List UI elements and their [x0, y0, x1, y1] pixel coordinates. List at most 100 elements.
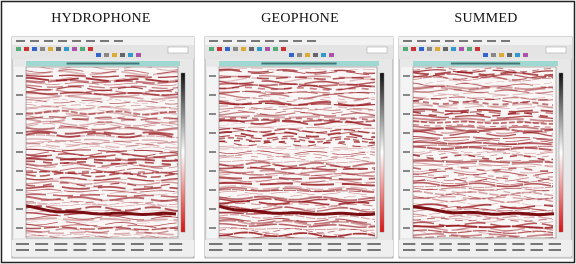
tool-icon [499, 53, 504, 57]
axis-tick-text [16, 151, 23, 153]
tool-icon [40, 47, 45, 51]
tool-icon [475, 47, 480, 51]
menu-item [445, 40, 454, 42]
status-text [73, 243, 86, 245]
tool-icon [241, 47, 246, 51]
status-text [150, 243, 163, 245]
menu-item [100, 40, 109, 42]
status-text [35, 243, 48, 245]
tool-box [367, 47, 387, 53]
status-text [476, 249, 488, 251]
status-text [458, 249, 470, 251]
tool-icon [128, 53, 133, 57]
status-text [308, 249, 321, 251]
tool-icon [72, 47, 77, 51]
figure: HYDROPHONE GEOPHONE SUMMED [0, 0, 576, 264]
tool-icon [427, 47, 432, 51]
axis-tick-text [16, 189, 23, 191]
tool-icon [483, 53, 488, 57]
status-text [169, 243, 182, 245]
status-text [209, 243, 222, 245]
menu-item [501, 40, 510, 42]
axis-tick-text [403, 170, 410, 172]
tool-box [546, 47, 566, 53]
tool-icon [96, 53, 101, 57]
software-window [12, 37, 194, 258]
panel-title: GEOPHONE [261, 11, 339, 26]
tool-icon [451, 47, 456, 51]
status-text [54, 249, 67, 251]
status-text [348, 243, 361, 245]
tool-icon [104, 53, 109, 57]
status-text [54, 243, 67, 245]
tool-icon [88, 47, 93, 51]
status-text [288, 249, 301, 251]
status-bar [205, 240, 393, 256]
axis-tick-text [209, 189, 216, 191]
tool-icon [507, 53, 512, 57]
menu-item [86, 40, 95, 42]
tool-icon [80, 47, 85, 51]
tool-icon [297, 53, 302, 57]
status-text [35, 249, 48, 251]
menu-item [265, 40, 274, 42]
tool-icon [403, 47, 408, 51]
axis-tick-text [403, 208, 410, 210]
status-text [348, 249, 361, 251]
status-text [549, 243, 561, 245]
status-bar [12, 240, 194, 256]
tool-icon [16, 47, 21, 51]
tool-icon [515, 53, 520, 57]
tool-icon [289, 53, 294, 57]
colorbar [380, 73, 384, 232]
axis-tick-text [403, 151, 410, 153]
axis-tick-text [403, 94, 410, 96]
tool-icon [233, 47, 238, 51]
status-text [229, 243, 242, 245]
status-text [494, 243, 506, 245]
axis-tick-text [209, 113, 216, 115]
tool-icon [281, 47, 286, 51]
status-text [249, 243, 262, 245]
status-text [421, 243, 433, 245]
status-text [131, 249, 144, 251]
status-text [328, 243, 341, 245]
menu-item [72, 40, 81, 42]
tool-icon [120, 53, 125, 57]
axis-tick-text [209, 208, 216, 210]
status-text [439, 249, 451, 251]
tool-icon [225, 47, 230, 51]
tool-icon [64, 47, 69, 51]
axis-tick-text [16, 170, 23, 172]
menu-item [293, 40, 302, 42]
status-text [549, 249, 561, 251]
status-text [73, 249, 86, 251]
menu-item [237, 40, 246, 42]
status-text [112, 249, 125, 251]
status-text [421, 249, 433, 251]
status-text [367, 243, 380, 245]
status-text [512, 249, 524, 251]
axis-tick-text [16, 208, 23, 210]
menu-item [279, 40, 288, 42]
axis-tick-text [403, 132, 410, 134]
menu-item [30, 40, 39, 42]
axis-tick-text [16, 94, 23, 96]
menu-item [403, 40, 412, 42]
status-text [209, 249, 222, 251]
status-text [403, 249, 415, 251]
plot-title-text [261, 63, 336, 65]
menu-item [431, 40, 440, 42]
status-text [150, 249, 163, 251]
plot-title-text [451, 63, 520, 65]
menu-item [417, 40, 426, 42]
status-text [530, 243, 542, 245]
axis-tick-text [403, 189, 410, 191]
menu-item [487, 40, 496, 42]
tool-icon [136, 53, 141, 57]
tool-icon [265, 47, 270, 51]
colorbar [181, 73, 185, 232]
tool-icon [217, 47, 222, 51]
tool-icon [443, 47, 448, 51]
status-text [476, 243, 488, 245]
